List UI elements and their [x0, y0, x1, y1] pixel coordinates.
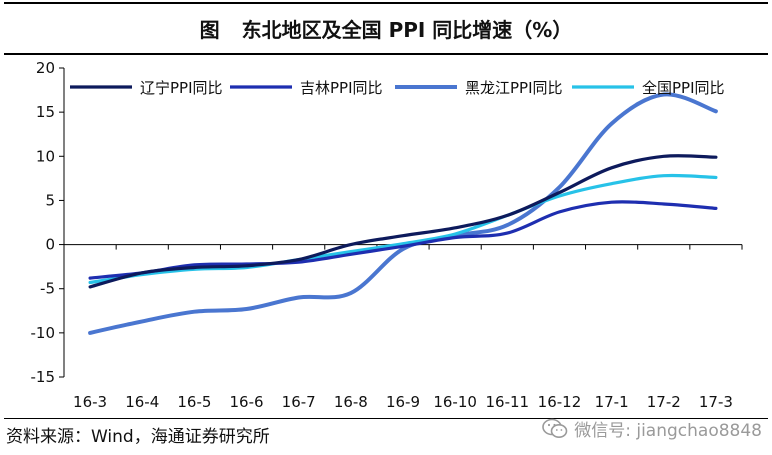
y-tick-label: 0 [45, 236, 55, 254]
legend-label-liaoning: 辽宁PPI同比 [140, 79, 223, 97]
bottom-rule [4, 418, 768, 419]
x-tick-label: 16-7 [282, 393, 316, 411]
y-tick-label: -15 [31, 368, 56, 386]
top-rule [4, 2, 768, 4]
watermark: 微信号: jiangchao8848 [542, 416, 762, 441]
x-tick-label: 16-5 [177, 393, 211, 411]
x-tick-label: 16-10 [433, 393, 477, 411]
chart-title-bar: 图 东北地区及全国 PPI 同比增速（%） [0, 0, 772, 56]
y-tick-label: -5 [40, 280, 55, 298]
title-rule [4, 53, 768, 55]
legend-label-jilin: 吉林PPI同比 [300, 79, 383, 97]
y-tick-label: 15 [36, 103, 55, 121]
y-tick-label: 5 [45, 191, 55, 209]
x-tick-label: 16-6 [230, 393, 264, 411]
source-note: 资料来源：Wind，海通证券研究所 [6, 427, 270, 447]
y-tick-label: -10 [31, 324, 56, 342]
chart-title: 东北地区及全国 PPI 同比增速（%） [241, 17, 573, 42]
x-tick-label: 16-4 [125, 393, 159, 411]
x-tick-label: 16-12 [538, 393, 582, 411]
series-line-national [88, 173, 718, 285]
x-tick-label: 16-9 [386, 393, 420, 411]
x-tick-label: 16-11 [486, 393, 530, 411]
legend-label-heilongjiang: 黑龙江PPI同比 [465, 79, 563, 97]
wechat-icon [542, 418, 568, 438]
series-line-jilin [88, 200, 718, 280]
axes: 20 15 10 5 0 -5 -10 -15 16-3 16-4 16-5 16-6 16-7 16-8… [31, 59, 743, 411]
x-tick-label: 17-2 [647, 393, 681, 411]
x-tick-label: 16-8 [334, 393, 368, 411]
series-line-liaoning [88, 154, 718, 289]
x-tick-label: 16-3 [73, 393, 107, 411]
watermark-text: 微信号: jiangchao8848 [574, 421, 762, 441]
legend: 辽宁PPI同比 吉林PPI同比 黑龙江PPI同比 全国PPI同比 [70, 79, 725, 97]
series-line-heilongjiang [88, 92, 718, 335]
y-tick-label: 20 [36, 59, 55, 77]
figure-prefix: 图 [199, 17, 220, 42]
legend-label-national: 全国PPI同比 [642, 79, 725, 97]
series-lines [88, 92, 718, 335]
x-tick-label: 17-1 [595, 393, 629, 411]
x-tick-label: 17-3 [699, 393, 733, 411]
y-tick-label: 10 [36, 147, 55, 165]
